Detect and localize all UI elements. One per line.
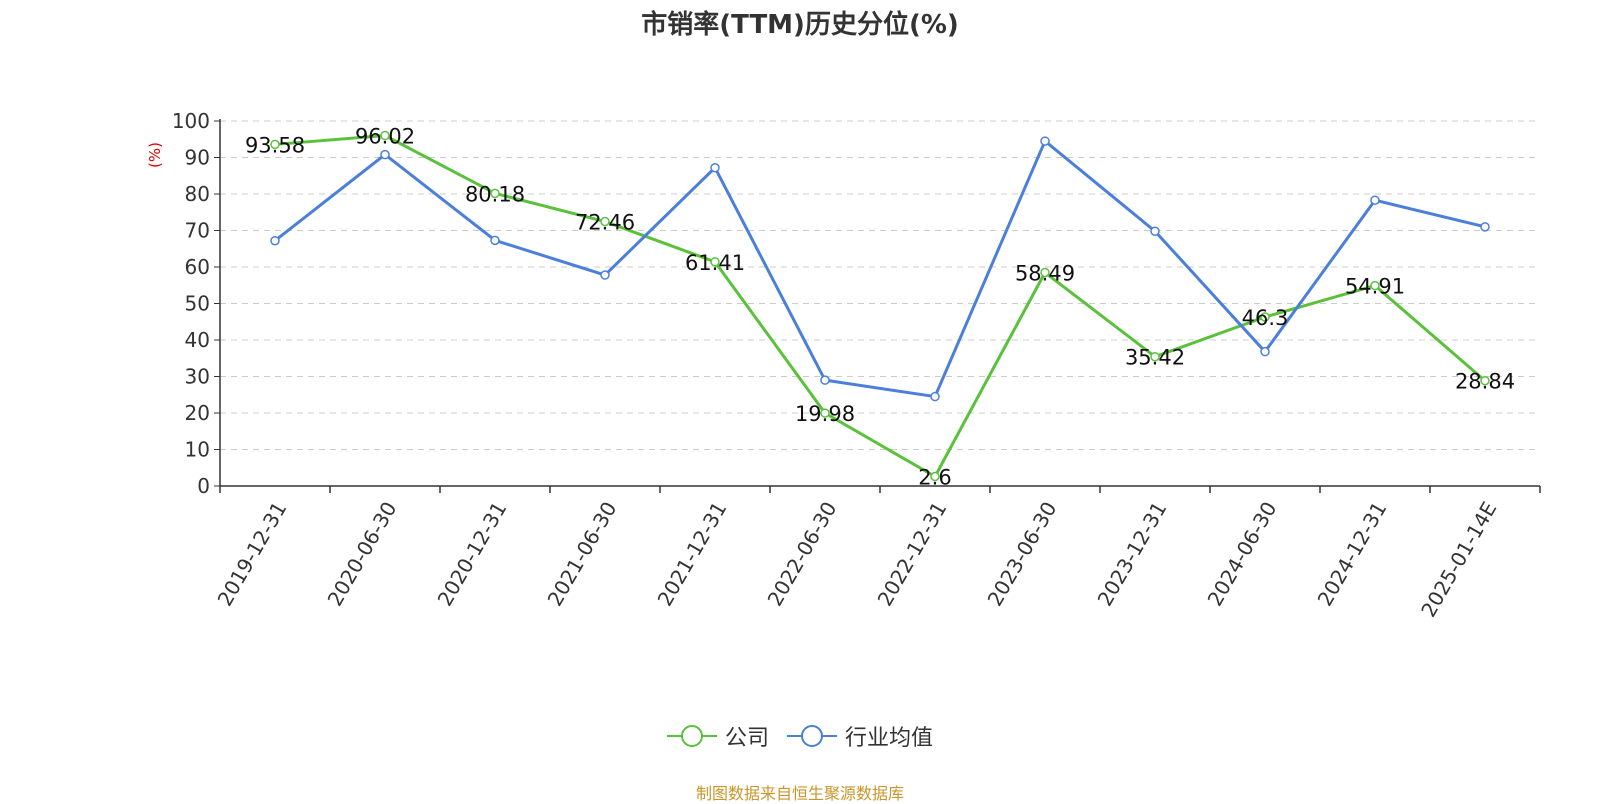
data-point-1: [1370, 195, 1380, 205]
data-point-1: [1040, 136, 1050, 146]
data-label: 54.91: [1345, 275, 1405, 299]
axes: 0 10 20 30 40 50 60 70 80 90 100 2019-12-31 2020-06-…: [172, 109, 1541, 622]
chart-title: 市销率(TTM)历史分位(%): [641, 10, 959, 40]
x-tick-label: 2021-12-31: [653, 498, 732, 611]
y-tick-label: 20: [185, 401, 210, 425]
data-point-0: [820, 408, 830, 418]
data-point-0: [490, 188, 500, 199]
data-label: 2.6: [918, 466, 951, 490]
data-point-1: [490, 235, 500, 246]
y-tick-label: 10: [185, 438, 210, 462]
data-point-0: [1040, 267, 1050, 278]
x-tick-label: 2022-06-30: [763, 498, 842, 611]
legend-marker-industry-average: [787, 725, 837, 747]
y-tick-label: 30: [185, 365, 210, 389]
series-line-1: [274, 139, 1486, 399]
data-label: 72.46: [575, 211, 635, 235]
data-label: 61.41: [685, 251, 745, 275]
legend: 公司 行业均值: [0, 720, 1600, 752]
y-tick-label: 90: [185, 146, 210, 170]
series-line-0: [274, 134, 1486, 479]
x-tick-label: 2023-12-31: [1093, 498, 1172, 611]
y-tick-label: 0: [197, 474, 210, 498]
data-point-0: [270, 139, 280, 150]
y-axis-label: (%): [146, 142, 164, 168]
legend-marker-company: [666, 725, 717, 747]
data-point-0: [1260, 312, 1270, 322]
data-label: 46.3: [1242, 306, 1289, 330]
data-point-0: [930, 471, 940, 482]
data-label: 35.42: [1125, 346, 1185, 370]
legend-item-industry-average[interactable]: 行业均值: [787, 720, 933, 752]
x-tick-label: 2020-06-30: [323, 498, 402, 611]
data-point-1: [710, 162, 720, 173]
x-tick-label: 2025-01-14E: [1416, 498, 1501, 622]
x-tick-label: 2021-06-30: [543, 498, 622, 611]
data-point-1: [820, 375, 830, 385]
legend-label-industry-average: 行业均值: [845, 726, 934, 751]
data-point-1: [930, 391, 940, 402]
data-label: 28.84: [1455, 370, 1515, 394]
data-point-1: [600, 270, 610, 280]
y-tick-label: 50: [185, 292, 210, 316]
data-label: 96.02: [355, 125, 415, 149]
x-tick-label: 2022-12-31: [873, 498, 952, 611]
data-point-0: [380, 130, 390, 141]
legend-item-company[interactable]: 公司: [666, 720, 769, 752]
data-point-1: [270, 235, 280, 246]
x-tick-label: 2024-12-31: [1313, 498, 1392, 611]
data-point-1: [1480, 222, 1490, 232]
y-tick-label: 100: [172, 109, 210, 133]
data-label: 80.18: [465, 182, 525, 206]
data-labels: 93.58 96.02 80.18 72.46 61.41 19.98 2.6 58.49 35…: [245, 125, 1515, 490]
y-tick-label: 40: [185, 328, 210, 352]
y-tick-label: 60: [185, 255, 210, 279]
data-label: 19.98: [795, 402, 855, 426]
data-label: 58.49: [1015, 262, 1075, 286]
grid-lines: [220, 120, 1540, 450]
data-point-0: [710, 257, 720, 267]
y-tick-label: 80: [185, 182, 210, 206]
data-point-0: [1480, 375, 1490, 386]
data-point-0: [1150, 351, 1160, 362]
x-tick-label: 2023-06-30: [983, 498, 1062, 611]
data-point-1: [1150, 226, 1160, 236]
series-lines: [270, 130, 1490, 482]
source-note: 制图数据来自恒生聚源数据库: [695, 784, 904, 803]
x-tick-label: 2024-06-30: [1203, 498, 1282, 611]
data-point-0: [600, 216, 610, 227]
x-tick-label: 2019-12-31: [213, 498, 292, 611]
data-point-1: [380, 149, 390, 160]
y-tick-label: 70: [185, 219, 210, 243]
legend-label-company: 公司: [724, 726, 769, 751]
data-point-1: [1260, 346, 1270, 357]
data-point-0: [1370, 280, 1380, 291]
x-tick-label: 2020-12-31: [433, 498, 512, 611]
data-label: 93.58: [245, 133, 305, 157]
